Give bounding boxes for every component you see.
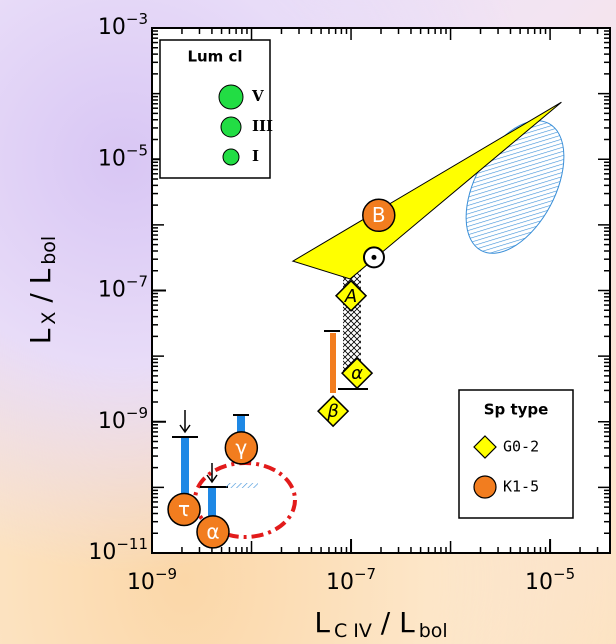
lum-legend-label: III <box>252 117 273 135</box>
x-tick-label: 10−9 <box>127 565 177 596</box>
range-bar <box>181 438 189 500</box>
point-label: γ <box>235 435 247 459</box>
chart: 10−1110−910−710−510−310−910−710−5LC IV /… <box>0 0 616 644</box>
point-label: τ <box>178 497 190 521</box>
lum-legend-label: V <box>251 87 264 105</box>
point-label: α <box>206 519 219 543</box>
point-label: A <box>344 286 357 307</box>
lum-legend-label: I <box>252 147 259 165</box>
x-tick-label: 10−5 <box>525 565 575 596</box>
x-axis-label-part: bol <box>419 620 448 642</box>
point-label: B <box>372 203 386 227</box>
y-tick-label: 10−9 <box>98 403 148 434</box>
x-tick-label: 10−7 <box>326 565 376 596</box>
y-axis-label-part: / L <box>24 268 57 311</box>
x-axis-label-part: L <box>314 606 330 639</box>
sun-dot <box>371 255 376 260</box>
hatched-limit <box>226 483 258 488</box>
point-label: α <box>351 363 363 384</box>
y-tick-label: 10−11 <box>88 535 148 566</box>
y-tick-label: 10−7 <box>98 272 148 303</box>
x-axis-label-part: C IV <box>334 620 372 642</box>
lum-legend-marker <box>219 85 243 109</box>
lum-legend-marker <box>221 117 241 137</box>
y-axis-label-part: L <box>24 328 57 344</box>
legend-marker <box>474 476 496 498</box>
x-axis-label-part: / L <box>372 606 415 639</box>
lum-legend-marker <box>223 149 239 165</box>
y-tick-label: 10−5 <box>98 141 148 172</box>
y-axis-label: LX / L bol <box>24 236 60 344</box>
legend-title: Sp type <box>484 401 549 419</box>
legend-label: G0-2 <box>503 438 539 456</box>
crosshatch-range <box>343 262 361 374</box>
lum-legend-title: Lum cl <box>187 48 242 66</box>
point-label: β <box>326 401 339 422</box>
y-tick-label: 10−3 <box>98 10 148 41</box>
legend-label: K1-5 <box>503 478 539 496</box>
range-bar <box>330 333 336 393</box>
range-bar <box>208 488 216 516</box>
y-axis-label-part: bol <box>38 236 60 265</box>
y-axis-label-part: X <box>38 312 60 325</box>
